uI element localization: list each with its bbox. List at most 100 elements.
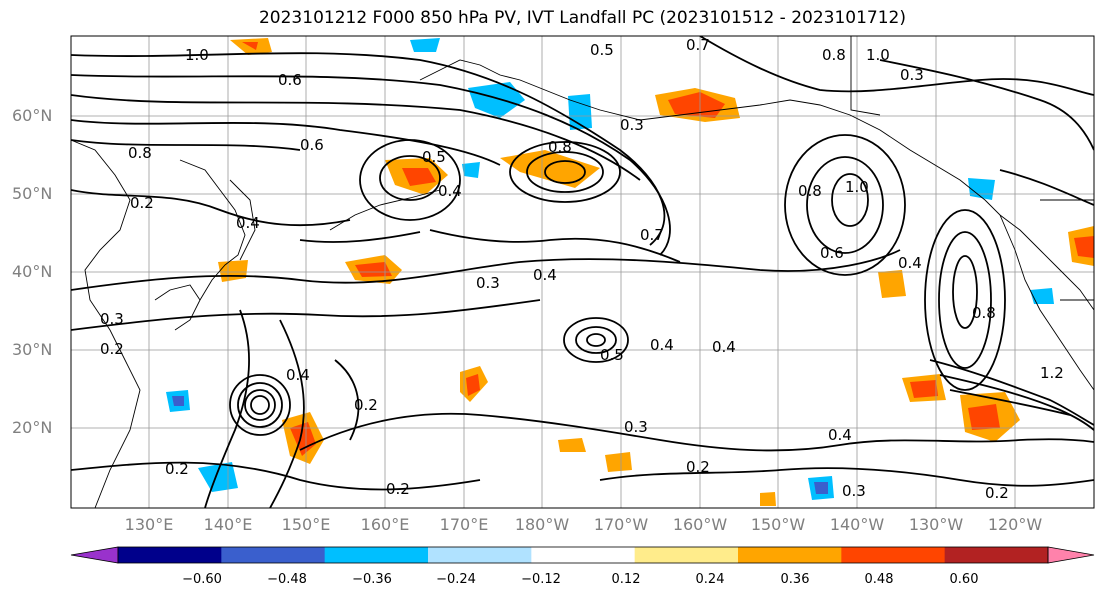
contour-label: 1.0	[866, 46, 890, 64]
contour-labels: 1.0 0.7 0.6 0.5 0.2 0.6 0.8 0.5 0.4 0.3 …	[100, 36, 1064, 502]
contour-label: 0.4	[286, 366, 310, 384]
colorbar-tick-label: −0.48	[267, 572, 307, 587]
colorbar-segment	[634, 547, 739, 563]
colorbar-segment	[118, 547, 222, 563]
ivt-negative-patch	[172, 396, 184, 406]
ivt-shading	[166, 38, 1094, 506]
colorbar-tick-label: 0.24	[695, 572, 725, 587]
lon-label: 150°W	[750, 515, 806, 534]
ivt-positive-patch	[290, 422, 316, 456]
lat-label-30n: 30°N	[12, 340, 53, 359]
contour-label: 0.7	[686, 36, 710, 54]
colorbar-segment	[428, 547, 532, 563]
contour-label: 0.8	[548, 138, 572, 156]
lon-label: 140°E	[203, 515, 253, 534]
ivt-positive-patch	[466, 374, 480, 396]
colorbar-segment	[221, 547, 326, 563]
contour-label: 0.2	[686, 458, 710, 476]
ivt-negative-patch	[462, 162, 480, 178]
lon-label: 180°W	[514, 515, 570, 534]
contour-label: 0.3	[476, 274, 500, 292]
contour-label: 0.5	[600, 346, 624, 364]
ivt-positive-patch	[968, 404, 1000, 430]
colorbar-tick-label: 0.48	[864, 572, 894, 587]
lon-label: 130°E	[124, 515, 174, 534]
ivt-negative-patch	[1030, 288, 1054, 304]
ivt-negative-patch	[468, 82, 525, 118]
contour-label: 0.4	[650, 336, 674, 354]
map-frame	[70, 35, 1095, 509]
ivt-positive-patch	[1074, 236, 1094, 258]
contour-label: 0.4	[828, 426, 852, 444]
contour-label: 0.4	[533, 266, 557, 284]
contour-label: 0.8	[128, 144, 152, 162]
colorbar-extension-low	[70, 546, 119, 564]
ivt-positive-patch	[910, 380, 938, 398]
lon-label: 140°W	[829, 515, 885, 534]
ivt-negative-patch	[410, 38, 440, 52]
coastlines	[71, 36, 1094, 508]
colorbar-segment	[324, 547, 429, 563]
contour-label: 0.4	[438, 182, 462, 200]
contour-label: 0.4	[236, 214, 260, 232]
lon-label: 170°W	[593, 515, 649, 534]
lon-label: 120°W	[987, 515, 1043, 534]
ivt-positive-patch	[500, 150, 600, 188]
contour-label: 0.8	[972, 304, 996, 322]
lat-label-20n: 20°N	[12, 418, 53, 437]
lon-label: 160°E	[360, 515, 410, 534]
contour-label: 0.2	[386, 480, 410, 498]
lon-label: 130°W	[908, 515, 964, 534]
ivt-positive-patch	[402, 168, 436, 186]
ivt-positive-patch	[878, 270, 906, 298]
contour-label: 1.2	[1040, 364, 1064, 382]
contour-label: 0.3	[100, 310, 124, 328]
map-title: 2023101212 F000 850 hPa PV, IVT Landfall…	[258, 8, 906, 28]
contour-label: 0.6	[300, 136, 324, 154]
contour-label: 0.3	[620, 116, 644, 134]
ivt-positive-patch	[760, 492, 776, 506]
contour-label: 0.2	[985, 484, 1009, 502]
ivt-positive-patch	[605, 452, 632, 472]
colorbar-segment	[841, 547, 946, 563]
contour-label: 0.3	[842, 482, 866, 500]
ivt-negative-patch	[814, 482, 828, 494]
ivt-positive-patch	[242, 42, 258, 50]
contour-label: 1.0	[185, 46, 209, 64]
colorbar-tick-label: 0.36	[780, 572, 810, 587]
contour-label: 0.6	[820, 244, 844, 262]
graticule	[71, 36, 1094, 508]
colorbar-segment	[944, 547, 1049, 563]
colorbar-segment	[531, 547, 636, 563]
colorbar-tick-label: −0.60	[182, 572, 222, 587]
pv-contours	[71, 36, 1094, 508]
colorbar-tick-label: 0.12	[611, 572, 641, 587]
contour-label: 0.7	[640, 226, 664, 244]
lat-label-50n: 50°N	[12, 184, 53, 203]
colorbar-tick-label: 0.60	[949, 572, 979, 587]
lat-label-40n: 40°N	[12, 262, 53, 281]
contour-label: 0.3	[624, 418, 648, 436]
contour-label: 0.3	[900, 66, 924, 84]
colorbar-tick-label: −0.36	[352, 572, 392, 587]
contour-label: 0.2	[100, 340, 124, 358]
contour-label: 0.2	[354, 396, 378, 414]
lon-label: 150°E	[281, 515, 331, 534]
colorbar-extension-high	[1047, 546, 1095, 564]
contour-label: 0.4	[898, 254, 922, 272]
ivt-positive-patch	[558, 438, 586, 452]
colorbar	[70, 546, 1095, 564]
contour-label: 0.6	[278, 71, 302, 89]
lon-label: 160°W	[672, 515, 728, 534]
contour-label: 0.5	[590, 41, 614, 59]
colorbar-tick-label: −0.24	[436, 572, 476, 587]
contour-label: 0.4	[712, 338, 736, 356]
ivt-positive-patch	[355, 262, 392, 277]
lat-label-60n: 60°N	[12, 106, 53, 125]
ivt-negative-patch	[968, 178, 995, 200]
contour-label: 0.5	[422, 148, 446, 166]
colorbar-outline	[117, 546, 1049, 564]
contour-label: 0.8	[822, 46, 846, 64]
contour-label: 0.8	[798, 182, 822, 200]
